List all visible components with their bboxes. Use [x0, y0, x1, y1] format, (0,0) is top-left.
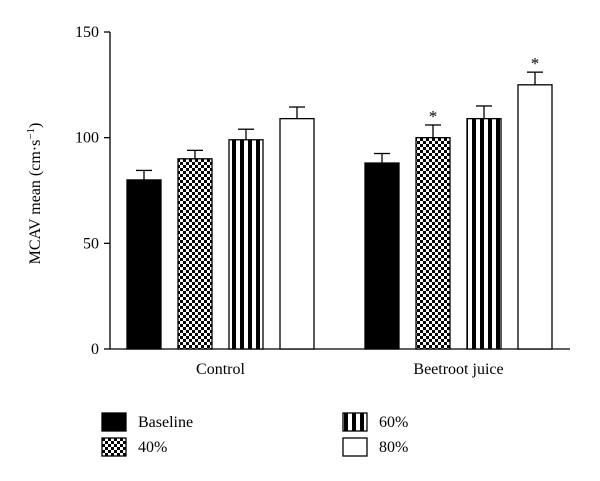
legend-label-80: 80%	[379, 439, 408, 456]
bar-baseline-control	[126, 179, 162, 350]
bars: **	[126, 54, 553, 350]
category-label: Control	[196, 361, 245, 378]
legend-label-60: 60%	[379, 414, 408, 431]
y-tick-label: 100	[75, 130, 99, 147]
y-axis-title-main: MCAV mean (cm·s	[27, 140, 44, 265]
legend-swatch-baseline	[101, 412, 127, 432]
bar-40-control	[177, 158, 213, 350]
legend-label-baseline: Baseline	[138, 414, 193, 431]
y-tick-label: 150	[75, 24, 99, 41]
y-ticks: 0 50 100 150	[75, 24, 110, 358]
legend-label-40: 40%	[138, 439, 167, 456]
bar-40-beetroot	[415, 137, 451, 350]
bar-80-beetroot	[517, 84, 553, 350]
y-axis-title: MCAV mean (cm·s−1)	[25, 123, 44, 265]
legend-swatch-80	[342, 437, 368, 457]
significance-asterisk: *	[429, 107, 438, 126]
y-axis-title-exponent: −1	[25, 128, 37, 140]
bar-80-control	[279, 117, 315, 350]
y-axis-title-close: )	[27, 123, 44, 128]
legend: Baseline 40% 60% 80%	[101, 412, 408, 457]
legend-swatch-60	[342, 412, 368, 432]
group-labels: Control Beetroot juice	[196, 361, 504, 378]
category-label: Beetroot juice	[413, 361, 503, 378]
bar-60-beetroot	[466, 117, 502, 350]
bar-60-control	[228, 139, 264, 350]
y-tick-label: 0	[91, 341, 99, 358]
y-tick-label: 50	[83, 235, 99, 252]
significance-asterisk: *	[531, 54, 540, 73]
legend-swatch-40	[101, 437, 127, 457]
bar-baseline-beetroot	[364, 162, 400, 350]
